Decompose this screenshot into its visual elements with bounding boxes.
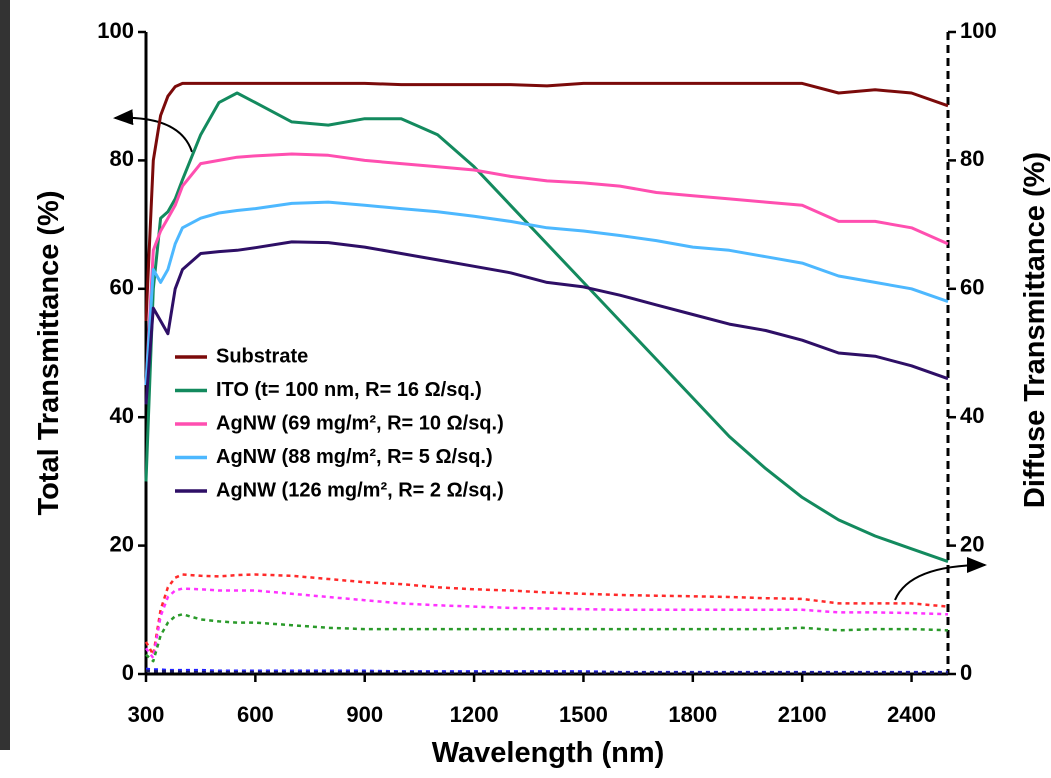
x-axis-title: Wavelength (nm) [432,737,665,769]
x-tick-label: 1500 [559,702,608,727]
y-tick-label: 60 [110,275,134,300]
legend-label: AgNW (88 mg/m², R= 5 Ω/sq.) [216,446,493,468]
legend-label: Substrate [216,345,308,367]
y2-tick-label: 40 [960,403,984,428]
y-tick-label: 80 [110,146,134,171]
legend-label: ITO (t= 100 nm, R= 16 Ω/sq.) [216,379,482,401]
diffuse-line [144,573,949,656]
total-line [144,152,949,386]
arrow-left [113,109,193,153]
legend-label: AgNW (69 mg/m², R= 10 Ω/sq.) [216,412,504,434]
total-line [144,240,949,405]
y2-tick-label: 80 [960,146,984,171]
x-tick-label: 900 [346,702,383,727]
diffuse-line [145,613,949,663]
x-tick-label: 300 [128,702,165,727]
total-line [144,200,949,386]
diffuse-line [145,587,949,660]
total-line [144,91,949,564]
x-tick-label: 1200 [450,702,499,727]
y-tick-label: 100 [97,18,134,43]
y2-axis-title: Diffuse Transmittance (%) [1019,152,1051,508]
diffuse-line [145,667,948,674]
y-tick-label: 0 [122,660,134,685]
x-tick-label: 600 [237,702,274,727]
y-axis-title: Total Transmittance (%) [33,191,65,516]
diffuse-line [145,669,948,674]
x-tick-label: 2400 [887,702,936,727]
total-line [144,81,949,321]
arrow-right [894,557,987,601]
legend-label: AgNW (126 mg/m², R= 2 Ω/sq.) [216,479,504,501]
x-tick-label: 1800 [668,702,717,727]
y2-tick-label: 100 [960,18,997,43]
y2-tick-label: 0 [960,660,972,685]
y-tick-label: 40 [110,403,134,428]
y2-tick-label: 20 [960,531,984,556]
x-tick-label: 2100 [778,702,827,727]
y-tick-label: 20 [110,531,134,556]
background-strip [0,0,10,750]
y2-tick-label: 60 [960,275,984,300]
